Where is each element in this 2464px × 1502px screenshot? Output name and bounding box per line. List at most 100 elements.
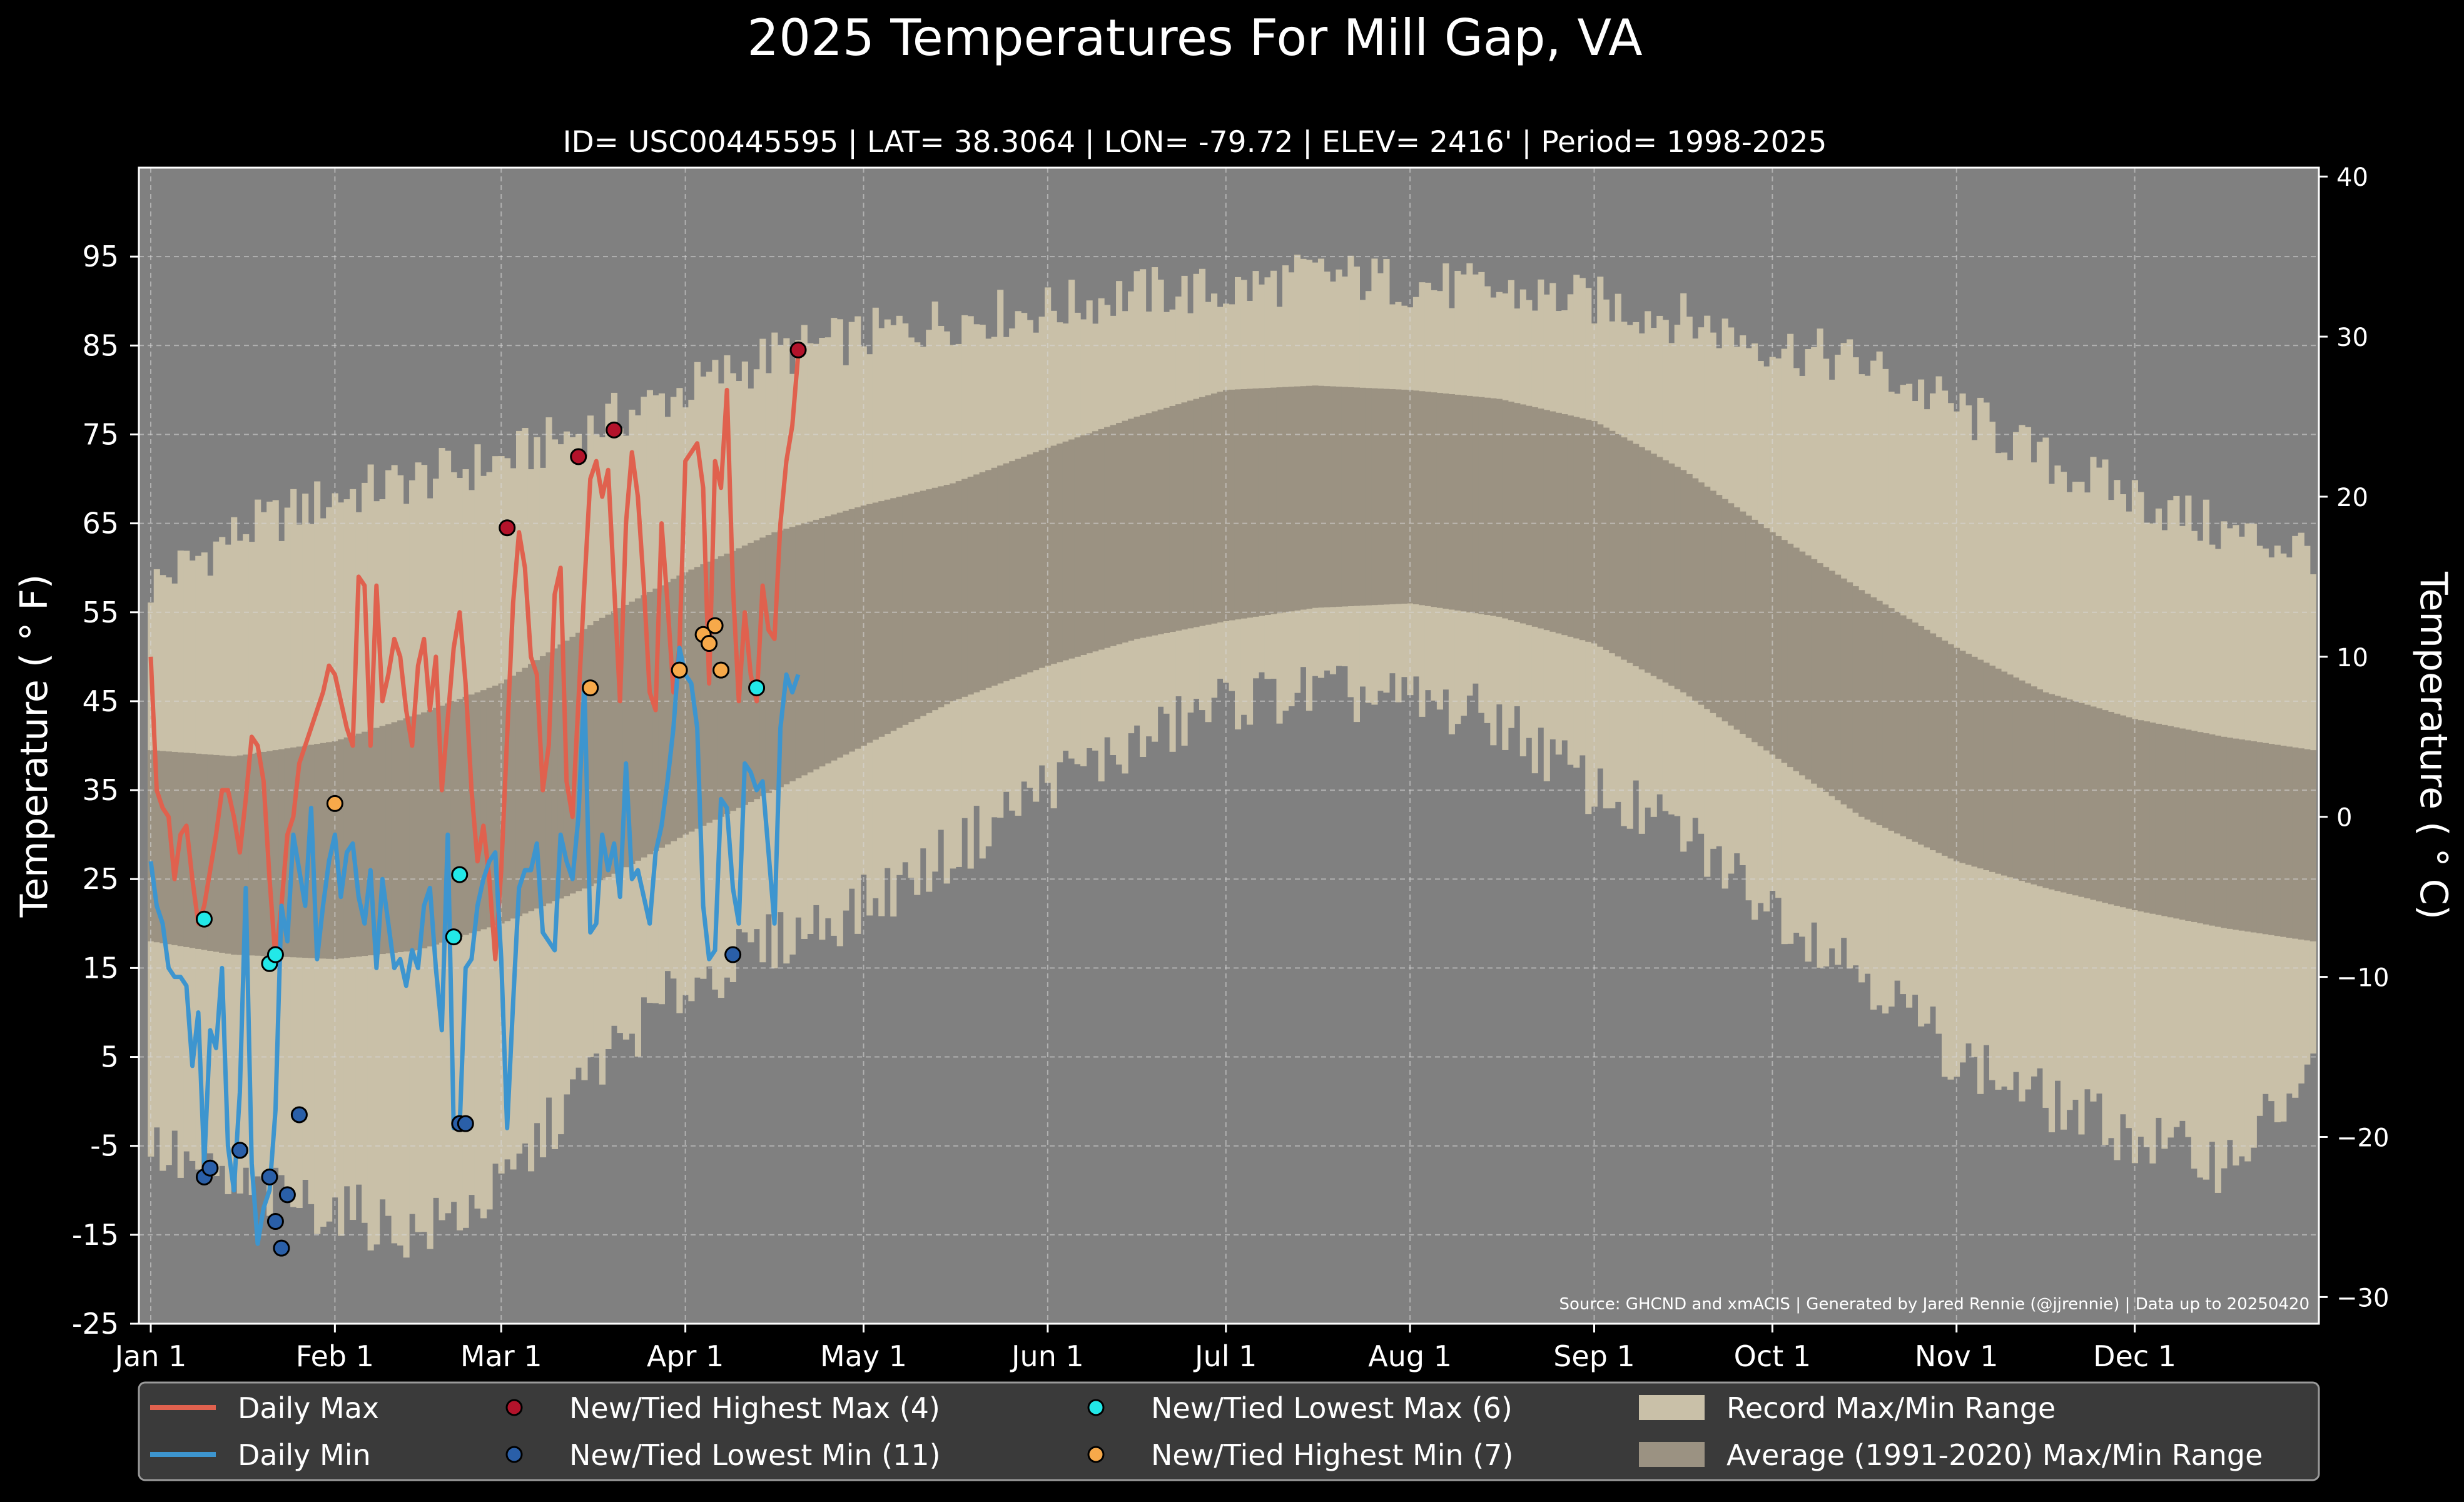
- normal-range-bar: [783, 529, 790, 784]
- normal-range-bar: [1324, 386, 1331, 607]
- normal-range-bar: [2126, 717, 2132, 909]
- normal-range-bar: [338, 739, 345, 959]
- normal-range-bar: [1389, 389, 1396, 604]
- normal-range-bar: [1371, 388, 1378, 606]
- normal-range-bar: [2031, 686, 2037, 885]
- normal-range-bar: [1793, 547, 1800, 771]
- normal-range-bar: [2137, 720, 2144, 911]
- record-point-record-high-min: [671, 661, 688, 679]
- normal-range-bar: [1900, 615, 1907, 836]
- normal-range-bar: [1609, 430, 1616, 654]
- normal-range-bar: [2203, 733, 2209, 925]
- normal-range-bar: [795, 525, 802, 779]
- normal-range-bar: [1823, 567, 1830, 792]
- normal-range-bar: [1531, 407, 1538, 627]
- normal-range-bar: [421, 712, 428, 948]
- y-tick-label-left: 5: [101, 1040, 119, 1074]
- normal-range-bar: [2024, 683, 2032, 883]
- normal-range-bar: [575, 632, 582, 891]
- normal-range-bar: [729, 551, 736, 811]
- normal-range-bar: [1164, 407, 1170, 633]
- normal-range-bar: [474, 692, 481, 931]
- normal-range-bar: [2084, 704, 2091, 899]
- normal-range-bar: [931, 487, 938, 711]
- normal-range-bar: [717, 556, 724, 817]
- normal-range-bar: [884, 499, 891, 734]
- normal-range-bar: [1086, 433, 1093, 654]
- normal-range-bar: [1217, 392, 1224, 622]
- record-point-record-high-min: [706, 617, 724, 634]
- normal-range-bar: [1870, 597, 1877, 823]
- legend-label: Average (1991-2020) Max/Min Range: [1726, 1438, 2263, 1472]
- record-point-record-low-min: [201, 1159, 219, 1177]
- source-note: Source: GHCND and xmACIS | Generated by …: [1559, 1295, 2309, 1314]
- normal-range-bar: [1145, 413, 1152, 637]
- y-axis-label-right: Temperature ( ° C): [2411, 571, 2455, 920]
- record-point-record-low-min: [231, 1142, 248, 1159]
- normal-range-bar: [1312, 385, 1319, 608]
- normal-range-bar: [236, 755, 243, 955]
- normal-range-bar: [153, 750, 160, 943]
- normal-range-bar: [801, 523, 808, 776]
- y-tick-label-left: -15: [72, 1218, 119, 1252]
- normal-range-bar: [866, 504, 873, 743]
- normal-range-bar: [171, 751, 178, 945]
- y-axis-right: 40 30 20 10 0 −10 −20 −30: [2319, 163, 2389, 1312]
- normal-range-bar: [771, 532, 778, 791]
- normal-range-bar: [1419, 391, 1426, 606]
- normal-range-bar: [908, 494, 915, 723]
- record-points: [195, 341, 807, 1257]
- normal-range-bar: [1977, 659, 1984, 869]
- normal-range-bar: [955, 481, 962, 699]
- normal-range-bar: [1074, 437, 1081, 657]
- normal-range-bar: [2262, 743, 2269, 935]
- normal-range-bar: [1597, 424, 1604, 647]
- record-point-record-high-min: [712, 661, 730, 679]
- normal-range-bar: [741, 545, 748, 805]
- normal-range-bar: [1621, 437, 1628, 660]
- normal-range-bar: [1431, 392, 1437, 607]
- normal-range-bar: [213, 754, 220, 952]
- normal-range-bar: [1787, 544, 1794, 768]
- daily-min-line: [148, 646, 801, 1246]
- normal-range-bar: [676, 576, 683, 838]
- x-tick-label: Mar 1: [460, 1339, 542, 1373]
- normal-range-bar: [2256, 742, 2263, 933]
- normal-range-bar: [391, 722, 398, 953]
- y-axis-left: 95 85 75 65 55 45 35 25 15 5 -5 -15 -25: [72, 240, 139, 1341]
- normal-range-bar: [1003, 463, 1010, 681]
- normal-range-bar: [2119, 715, 2126, 908]
- normal-range-bar: [1549, 411, 1556, 632]
- normal-range-bar: [1027, 454, 1033, 672]
- normal-range-bar: [1460, 395, 1467, 612]
- normal-range-bar: [622, 604, 630, 868]
- normal-range-bar: [409, 716, 416, 951]
- normal-range-bar: [189, 753, 196, 948]
- normal-range-bar: [1579, 418, 1586, 641]
- normal-range-bar: [1888, 608, 1895, 831]
- x-tick-label: Jan 1: [113, 1339, 187, 1373]
- normal-range-bar: [1448, 394, 1455, 610]
- normal-range-bar: [599, 617, 606, 881]
- x-tick-label: Apr 1: [647, 1339, 724, 1373]
- normal-range-bar: [1662, 460, 1669, 683]
- normal-range-bar: [1692, 478, 1699, 701]
- normal-range-bar: [824, 516, 831, 764]
- normal-range-bar: [1365, 388, 1372, 606]
- normal-range-bar: [1935, 637, 1942, 853]
- normal-range-bar: [278, 749, 285, 957]
- normal-range-bar: [617, 608, 624, 871]
- normal-range-bar: [1282, 387, 1289, 612]
- normal-range-bar: [480, 690, 487, 930]
- normal-range-bar: [1561, 414, 1568, 636]
- normal-range-bar: [634, 598, 642, 861]
- normal-range-bar: [498, 683, 505, 924]
- normal-range-bar: [2143, 721, 2150, 913]
- record-point-record-low-min: [290, 1106, 308, 1124]
- normal-range-bar: [2036, 689, 2044, 886]
- chart-title: 2025 Temperatures For Mill Gap, VA: [747, 9, 1643, 67]
- normal-range-bar: [807, 521, 814, 773]
- normal-range-bar: [694, 567, 701, 829]
- normal-range-bar: [848, 509, 855, 752]
